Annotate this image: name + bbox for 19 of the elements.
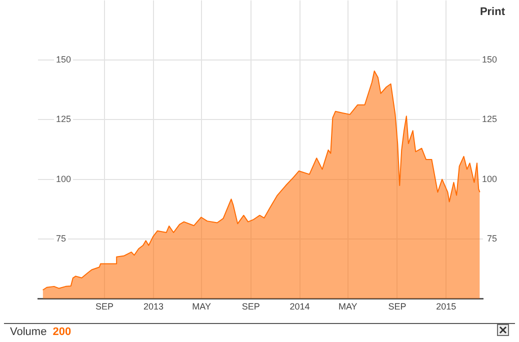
x-tick-label: 2015 xyxy=(436,301,456,312)
y-tick-label: 100 xyxy=(56,174,72,184)
y-tick-label: 125 xyxy=(56,114,72,124)
x-tick-label: MAY xyxy=(338,301,358,312)
x-tick-label: MAY xyxy=(192,301,211,312)
y2-tick-label: 75 xyxy=(486,233,497,244)
x-tick-label: SEP xyxy=(96,301,114,312)
x-tick-label: SEP xyxy=(242,301,260,312)
y2-tick-label: 100 xyxy=(482,174,497,184)
x-tick-label: 2014 xyxy=(290,301,310,312)
text: Volume xyxy=(10,326,47,338)
x-tick-label: 2013 xyxy=(143,301,164,312)
y-tick-label: 75 xyxy=(56,233,66,244)
y2-tick-label: 150 xyxy=(482,54,497,65)
annotation: Print xyxy=(480,6,505,18)
y2-tick-label: 125 xyxy=(482,114,497,124)
x-tick-label: SEP xyxy=(388,301,406,312)
text: 200 xyxy=(52,326,72,338)
y-tick-label: 150 xyxy=(56,54,72,65)
